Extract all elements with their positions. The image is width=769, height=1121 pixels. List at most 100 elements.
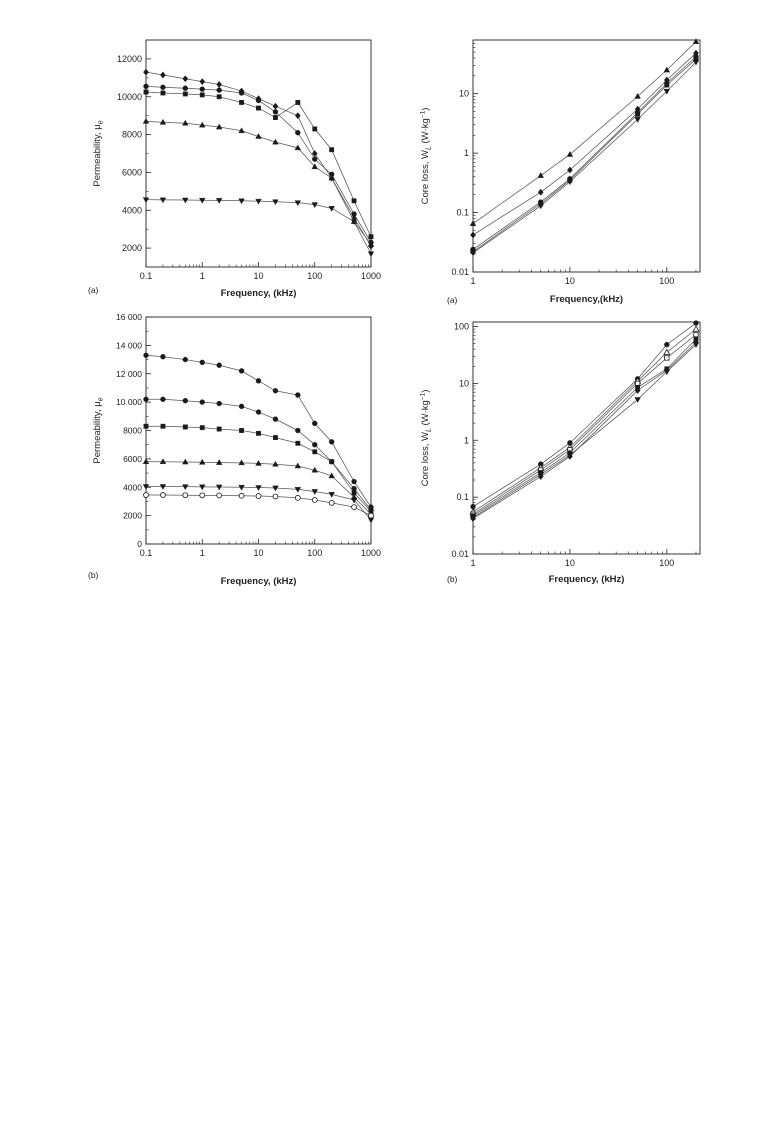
- series-5: [142, 484, 375, 524]
- series-4-point: [182, 458, 189, 465]
- series-5-point: [294, 200, 302, 207]
- x-axis-label: Frequency, (kHz): [549, 574, 625, 585]
- series-5-point: [215, 484, 223, 491]
- series-1-point: [255, 378, 262, 384]
- series-3-point: [182, 424, 188, 430]
- x-tick-label: 10: [565, 558, 575, 568]
- panel-label: (b): [447, 574, 458, 584]
- series-2-point: [312, 156, 318, 162]
- series-4-line: [472, 338, 697, 517]
- x-axis-label: Frequency, (kHz): [221, 576, 297, 587]
- plot-frame: [145, 316, 372, 545]
- series-3: [143, 423, 374, 514]
- series-1-point: [182, 75, 189, 83]
- y-tick-label: 100: [454, 322, 469, 332]
- series-4-point: [238, 127, 245, 134]
- series-6-point: [567, 452, 573, 460]
- series-4-point: [294, 462, 302, 469]
- x-tick-label: 100: [307, 271, 322, 281]
- x-tick-label: 100: [307, 548, 322, 558]
- series-2: [469, 325, 700, 515]
- series-2-point: [295, 427, 301, 434]
- series-1-point: [469, 220, 477, 226]
- series-3: [143, 89, 374, 240]
- series-1-point: [312, 420, 318, 427]
- series-6-point: [311, 497, 318, 503]
- y-tick-label: 12 000: [116, 369, 142, 379]
- series-4-point: [367, 240, 375, 247]
- series-5-point: [367, 517, 375, 524]
- panel-label: (a): [447, 295, 458, 305]
- series-6-point: [238, 492, 245, 499]
- y-tick-label: 10 000: [116, 397, 142, 407]
- y-axis-label-sup: −1: [420, 110, 427, 118]
- series-4-point: [182, 119, 189, 126]
- y-tick-label: 12000: [117, 54, 142, 64]
- series-1-point: [216, 81, 223, 88]
- series-3-point: [693, 332, 699, 338]
- series-3-point: [295, 440, 301, 446]
- series-3-point: [239, 100, 244, 105]
- series-4: [470, 56, 699, 255]
- x-tick-label: 1: [470, 558, 475, 568]
- series-4-point: [142, 117, 150, 124]
- y-axis-label: Permeability, μe: [92, 397, 105, 463]
- y-axis-label-main: Permeability, μ: [92, 124, 103, 186]
- series-3: [470, 332, 699, 517]
- plot-frame: [145, 39, 372, 268]
- series-1-point: [663, 66, 671, 73]
- series-3-point: [216, 426, 222, 432]
- y-axis-label-sub: e: [98, 120, 105, 124]
- series-3-point: [295, 100, 301, 105]
- series-2-point: [216, 400, 222, 407]
- chart-loss-b: 1 10 100 0.01 0.1 1 10 100 Frequency, (kHz) Core …: [420, 320, 701, 585]
- series-6-point: [160, 492, 166, 498]
- series-3-point: [635, 380, 641, 386]
- series-3-point: [239, 428, 244, 433]
- series-5-point: [159, 197, 167, 204]
- series-2-point: [692, 325, 700, 332]
- x-tick-label: 100: [659, 276, 674, 286]
- series-1-point: [664, 341, 670, 348]
- series-3-line: [472, 56, 697, 250]
- y-tick-label: 16 000: [116, 312, 142, 322]
- series-1-point: [693, 320, 699, 326]
- series-3-point: [329, 459, 335, 465]
- y-tick-label: 8000: [123, 426, 142, 436]
- series-3-point: [160, 90, 166, 96]
- series-5-point: [182, 484, 189, 491]
- series-6-point: [143, 492, 149, 498]
- series-6-point: [199, 492, 206, 499]
- series-3-point: [143, 89, 149, 95]
- series-4-point: [159, 458, 167, 464]
- series-6-line: [472, 342, 697, 519]
- series-3-point: [312, 126, 318, 132]
- series-1-point: [537, 172, 544, 178]
- series-1-point: [143, 68, 149, 76]
- series-6-point: [537, 473, 544, 480]
- series-5-point: [328, 492, 335, 498]
- y-tick-label: 1: [464, 148, 469, 158]
- y-tick-label: 6000: [122, 167, 142, 177]
- series-2-point: [272, 416, 279, 422]
- y-axis-label-sup: −1: [420, 392, 427, 400]
- x-axis-label: Frequency, (kHz): [221, 288, 297, 299]
- series-4-point: [142, 458, 150, 464]
- series-4-point: [328, 174, 335, 181]
- series-5-point: [367, 251, 375, 258]
- series-4: [142, 117, 375, 247]
- series-5-point: [350, 219, 358, 225]
- series-2: [470, 49, 699, 239]
- series-1-point: [566, 151, 574, 157]
- series-6-point: [272, 493, 279, 500]
- y-tick-label: 1: [464, 435, 469, 445]
- y-tick-label: 0.1: [456, 492, 469, 502]
- series-4-point: [238, 459, 245, 466]
- series-1-point: [272, 102, 279, 110]
- series-4-point: [311, 163, 318, 170]
- series-1-point: [216, 362, 222, 368]
- series-2-point: [470, 231, 476, 239]
- series-6: [143, 492, 374, 519]
- series-1-point: [160, 71, 166, 79]
